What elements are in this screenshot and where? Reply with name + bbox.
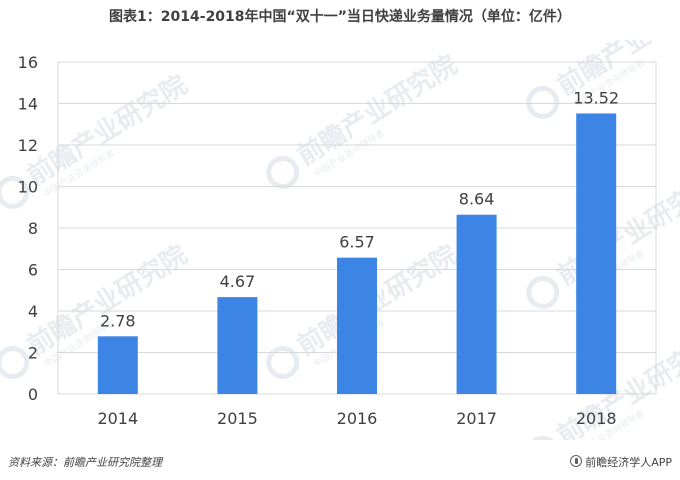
y-tick-label: 16 <box>18 53 38 72</box>
y-tick-label: 6 <box>28 261 38 280</box>
watermark-logo-icon <box>0 345 30 379</box>
x-tick-label: 2015 <box>217 409 258 428</box>
watermark-logo-icon <box>266 345 300 379</box>
data-label: 13.52 <box>573 88 619 107</box>
watermark-text: 前瞻产业研究院 <box>22 69 193 192</box>
bar-2017 <box>456 214 497 394</box>
footer: 资料来源：前瞻产业研究院整理 前瞻经济学人APP <box>0 444 680 480</box>
grid-lines <box>57 61 657 395</box>
bar-series <box>97 113 617 395</box>
x-tick-label: 2018 <box>576 409 617 428</box>
watermark-text: 前瞻产业研究院 <box>292 239 463 362</box>
data-label: 8.64 <box>459 190 495 209</box>
watermark-logo-icon <box>526 275 560 309</box>
brand-text: 前瞻经济学人APP <box>585 456 672 469</box>
bar-chart: 前瞻产业研究院中国产业咨询领导者前瞻产业研究院中国产业咨询领导者前瞻产业研究院中… <box>0 0 680 469</box>
bar-2014 <box>97 336 138 394</box>
y-tick-label: 4 <box>28 302 38 321</box>
x-axis-ticks: 2014 2015 2016 2017 2018 <box>97 409 616 428</box>
x-tick-label: 2014 <box>97 409 138 428</box>
watermark-logo-icon <box>266 155 300 189</box>
data-label: 6.57 <box>339 233 375 252</box>
source-note: 资料来源：前瞻产业研究院整理 <box>8 456 162 469</box>
y-tick-label: 0 <box>28 385 38 404</box>
data-label: 2.78 <box>100 311 136 330</box>
y-tick-label: 14 <box>18 95 38 114</box>
brand-credit: 前瞻经济学人APP <box>570 454 672 470</box>
brand-logo-icon <box>570 455 583 467</box>
bar-2015 <box>217 297 258 394</box>
x-tick-label: 2016 <box>337 409 378 428</box>
y-tick-label: 8 <box>28 219 38 238</box>
data-labels: 2.78 4.67 6.57 8.64 13.52 <box>100 88 619 330</box>
watermark-logo-icon <box>526 85 560 119</box>
x-tick-label: 2017 <box>456 409 497 428</box>
y-tick-label: 10 <box>18 178 38 197</box>
y-tick-label: 2 <box>28 344 38 363</box>
watermark-text: 前瞻产业研究院 <box>292 49 463 172</box>
y-tick-label: 12 <box>18 136 38 155</box>
watermark-logo-icon <box>0 175 30 209</box>
bar-2016 <box>337 257 377 394</box>
bar-2018 <box>576 113 617 395</box>
chart-area: 前瞻产业研究院 中国产业咨询领导者 前瞻产业研究院 中国产业咨询领导者 前瞻产业研究院中… <box>0 0 680 469</box>
y-axis-ticks: 0 2 4 6 8 10 12 14 16 <box>18 53 38 404</box>
data-label: 4.67 <box>220 272 256 291</box>
chart-title: 图表1：2014-2018年中国“双十一”当日快递业务量情况（单位：亿件） <box>109 9 571 25</box>
